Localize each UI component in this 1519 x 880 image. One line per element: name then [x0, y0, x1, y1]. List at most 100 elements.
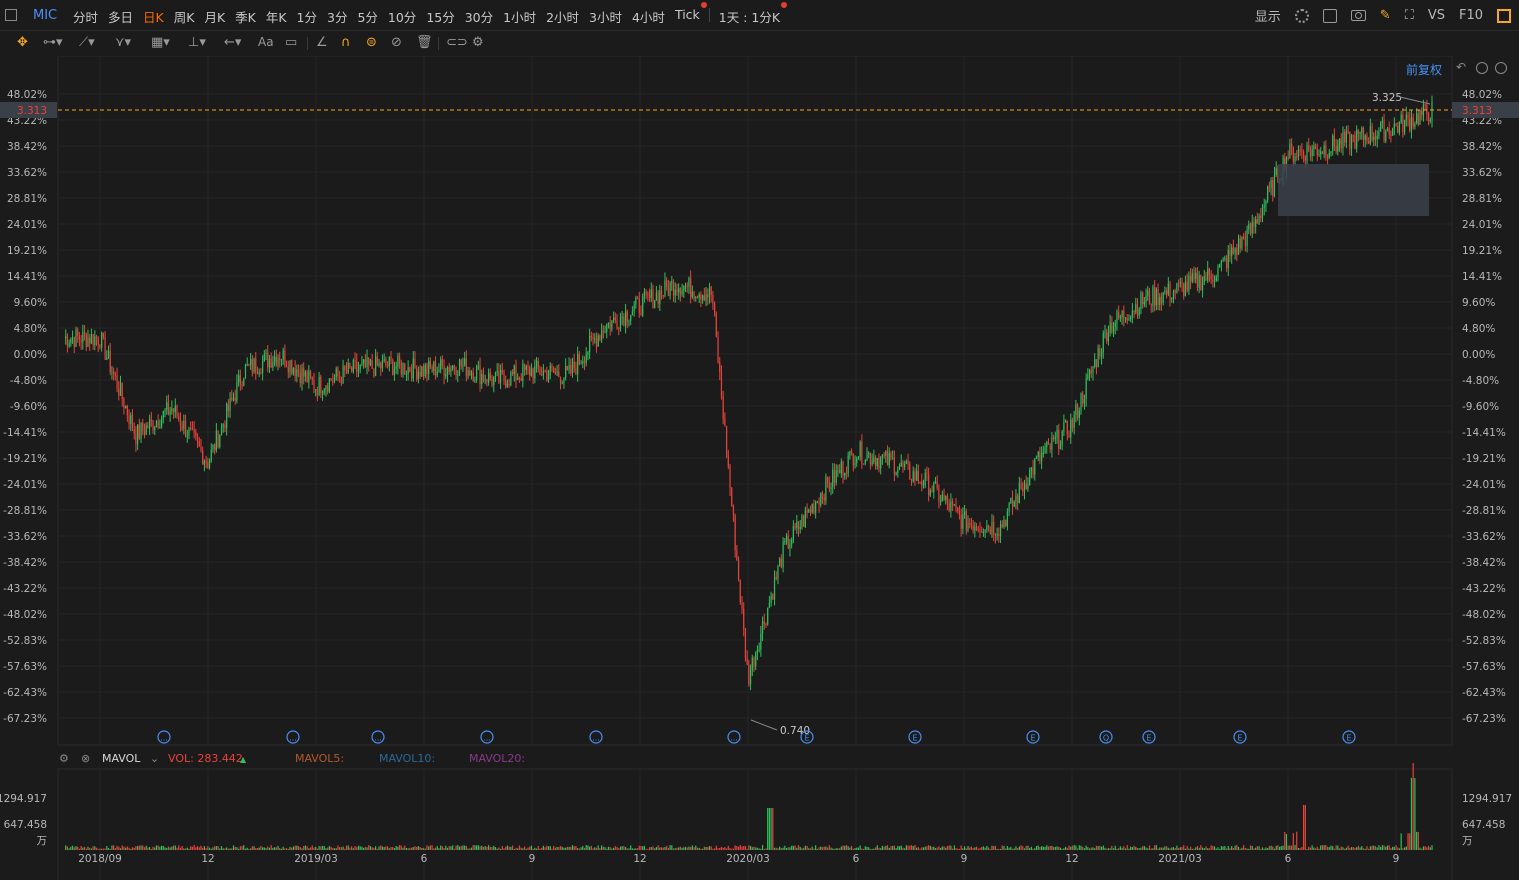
- candle-body: [181, 425, 183, 430]
- hide-icon[interactable]: ⊘: [391, 35, 402, 50]
- event-marker[interactable]: [480, 730, 494, 744]
- volume-close-icon[interactable]: ⊗: [81, 752, 91, 765]
- period-tab[interactable]: 月K: [204, 10, 226, 25]
- vs-button[interactable]: VS: [1427, 8, 1445, 23]
- candle-body: [1107, 333, 1110, 342]
- event-marker[interactable]: [908, 730, 922, 744]
- period-tab[interactable]: 季K: [235, 10, 256, 25]
- volume-bar: [299, 847, 301, 850]
- price-panel-frame: [57, 56, 1453, 746]
- candle-body: [1126, 318, 1128, 321]
- arrow-tool-icon[interactable]: ←▾: [224, 35, 242, 50]
- period-tab[interactable]: 2小时: [546, 10, 580, 25]
- event-marker[interactable]: [1026, 730, 1040, 744]
- zoom-out-icon[interactable]: [1476, 62, 1488, 74]
- event-marker[interactable]: [1233, 730, 1247, 744]
- f10-button[interactable]: F10: [1458, 8, 1483, 23]
- event-marker[interactable]: [800, 730, 814, 744]
- volume-bar: [1392, 846, 1394, 850]
- volume-bar: [816, 848, 818, 850]
- candle-body: [433, 361, 435, 372]
- indicator-name[interactable]: MAVOL: [102, 752, 141, 765]
- candle-body: [568, 364, 570, 371]
- period-tab[interactable]: 1小时: [503, 10, 537, 25]
- candle-body: [169, 410, 171, 415]
- period-tab[interactable]: 15分: [426, 10, 455, 25]
- period-tab[interactable]: 5分: [357, 10, 378, 25]
- fullscreen-icon[interactable]: ⛶: [1404, 8, 1414, 23]
- text-tool[interactable]: Aa: [258, 35, 274, 49]
- line-tool-icon[interactable]: ⊶▾: [43, 35, 63, 50]
- trash-icon[interactable]: 🗑: [416, 35, 433, 50]
- panel-icon[interactable]: [1497, 8, 1511, 23]
- comment-icon[interactable]: ▭: [285, 35, 298, 50]
- event-marker[interactable]: [286, 730, 300, 744]
- event-marker[interactable]: [371, 730, 385, 744]
- wave-tool-icon[interactable]: ⋎▾: [115, 35, 132, 50]
- magnet-icon[interactable]: ∩: [341, 35, 351, 50]
- volume-bar: [589, 846, 591, 850]
- settings-icon[interactable]: [1294, 8, 1309, 23]
- event-marker[interactable]: [1142, 730, 1156, 744]
- toolbar-settings-icon[interactable]: ⚙: [472, 35, 484, 50]
- period-tab[interactable]: Tick: [670, 2, 707, 26]
- price-chart[interactable]: 48.02% 48.02%43.22% 43.22%38.42% 38.42%33.6…: [0, 56, 1519, 880]
- candle-body: [268, 358, 271, 368]
- event-marker[interactable]: [727, 730, 741, 744]
- event-marker[interactable]: [589, 730, 603, 744]
- volume-bar: [262, 847, 264, 850]
- camera-icon[interactable]: [1350, 10, 1366, 21]
- period-tab[interactable]: 1分: [296, 10, 317, 25]
- volume-bar: [181, 846, 183, 850]
- volume-bar: [494, 847, 497, 850]
- layout-icon[interactable]: [1322, 8, 1337, 23]
- candle-body: [392, 360, 394, 376]
- candle-body: [270, 358, 272, 368]
- low-pointer: [750, 719, 778, 731]
- volume-bar: [725, 848, 728, 850]
- candle-body: [311, 376, 313, 381]
- period-tab[interactable]: 30分: [464, 10, 494, 25]
- volume-bar: [506, 845, 509, 850]
- event-marker[interactable]: [1342, 730, 1356, 744]
- volume-bar: [464, 845, 466, 850]
- event-marker[interactable]: [157, 730, 171, 744]
- period-tab[interactable]: 10分: [387, 10, 417, 25]
- visibility-icon[interactable]: ⊂⊃: [446, 35, 468, 50]
- period-tab[interactable]: 4小时: [631, 10, 665, 25]
- multi-day-select[interactable]: 1天 : 1分K: [714, 2, 788, 26]
- measure-tool-icon[interactable]: ⊥▾: [188, 35, 206, 50]
- display-menu[interactable]: 显示: [1254, 10, 1281, 25]
- volume-settings-icon[interactable]: ⚙: [59, 752, 69, 765]
- angle-icon[interactable]: ∠: [316, 35, 328, 50]
- period-tab[interactable]: 分时: [73, 10, 99, 25]
- reset-icon[interactable]: ↶: [1456, 60, 1467, 74]
- candle-body: [1073, 414, 1075, 428]
- volume-bar: [1294, 845, 1296, 850]
- zoom-in-icon[interactable]: [1495, 62, 1507, 74]
- pencil-icon[interactable]: ✎: [1379, 8, 1391, 23]
- period-tab[interactable]: 周K: [173, 10, 195, 25]
- period-tab[interactable]: 多日: [108, 10, 134, 25]
- period-tab[interactable]: 3小时: [589, 10, 622, 25]
- sidebar-toggle-icon[interactable]: [5, 9, 17, 21]
- y-tick-right: -57.63%: [1462, 661, 1506, 673]
- period-tab[interactable]: 年K: [265, 10, 287, 25]
- indicator-dropdown-icon[interactable]: ⌄: [150, 752, 160, 765]
- volume-header: ⚙ ⊗ MAVOL ⌄ VOL: 283.442 ▲ MAVOL5: MAVOL…: [0, 748, 1519, 768]
- candle-body: [258, 372, 260, 375]
- symbol-label[interactable]: MIC: [33, 8, 58, 23]
- period-tab[interactable]: 3分: [327, 10, 348, 25]
- sync-icon[interactable]: ⊜: [366, 35, 377, 50]
- crosshair-move-icon[interactable]: ✥: [17, 35, 28, 50]
- ray-tool-icon[interactable]: ⟋▾: [79, 35, 95, 50]
- volume-bar: [1042, 846, 1044, 850]
- candle-body: [1061, 431, 1063, 446]
- candle-body: [1051, 437, 1053, 450]
- volume-bar: [1340, 846, 1342, 850]
- period-tab[interactable]: 日K: [143, 10, 164, 25]
- event-marker[interactable]: [1099, 730, 1113, 744]
- candle-body: [869, 452, 872, 465]
- fib-tool-icon[interactable]: ▦▾: [151, 35, 170, 50]
- adjust-mode-button[interactable]: 前复权: [1406, 63, 1443, 77]
